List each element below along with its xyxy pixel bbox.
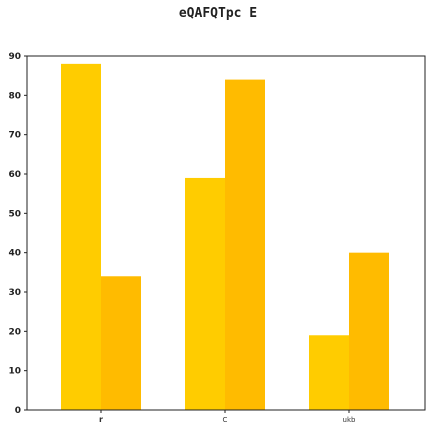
y-tick-label: 90 [8,52,21,62]
y-tick-label: 0 [15,406,21,416]
bars-group [61,63,389,410]
y-tick-label: 20 [8,327,21,337]
y-tick-label: 50 [8,209,21,219]
bar-C-series-1 [185,177,225,410]
y-tick-label: 80 [8,91,21,101]
bar-C-series-2 [225,79,265,410]
y-tick-label: 70 [8,131,21,141]
chart-title: eQAFQTpc E [179,6,257,21]
y-tick-label: 30 [8,288,21,298]
bar-r-series-2 [101,276,141,410]
bar-ukb-series-1 [309,335,349,410]
x-tick-label: ukb [343,416,356,424]
plot-frame [26,55,426,411]
y-tick-label: 10 [8,367,21,377]
bar-ukb-series-2 [349,252,389,410]
x-tick-label: C [223,416,228,424]
y-tick-label: 60 [8,170,21,180]
y-axis: 0 10 20 30 40 50 60 70 80 90 [8,52,27,416]
bar-r-series-1 [61,63,101,410]
y-tick-label: 40 [8,249,21,259]
x-tick-label: r [99,415,103,424]
